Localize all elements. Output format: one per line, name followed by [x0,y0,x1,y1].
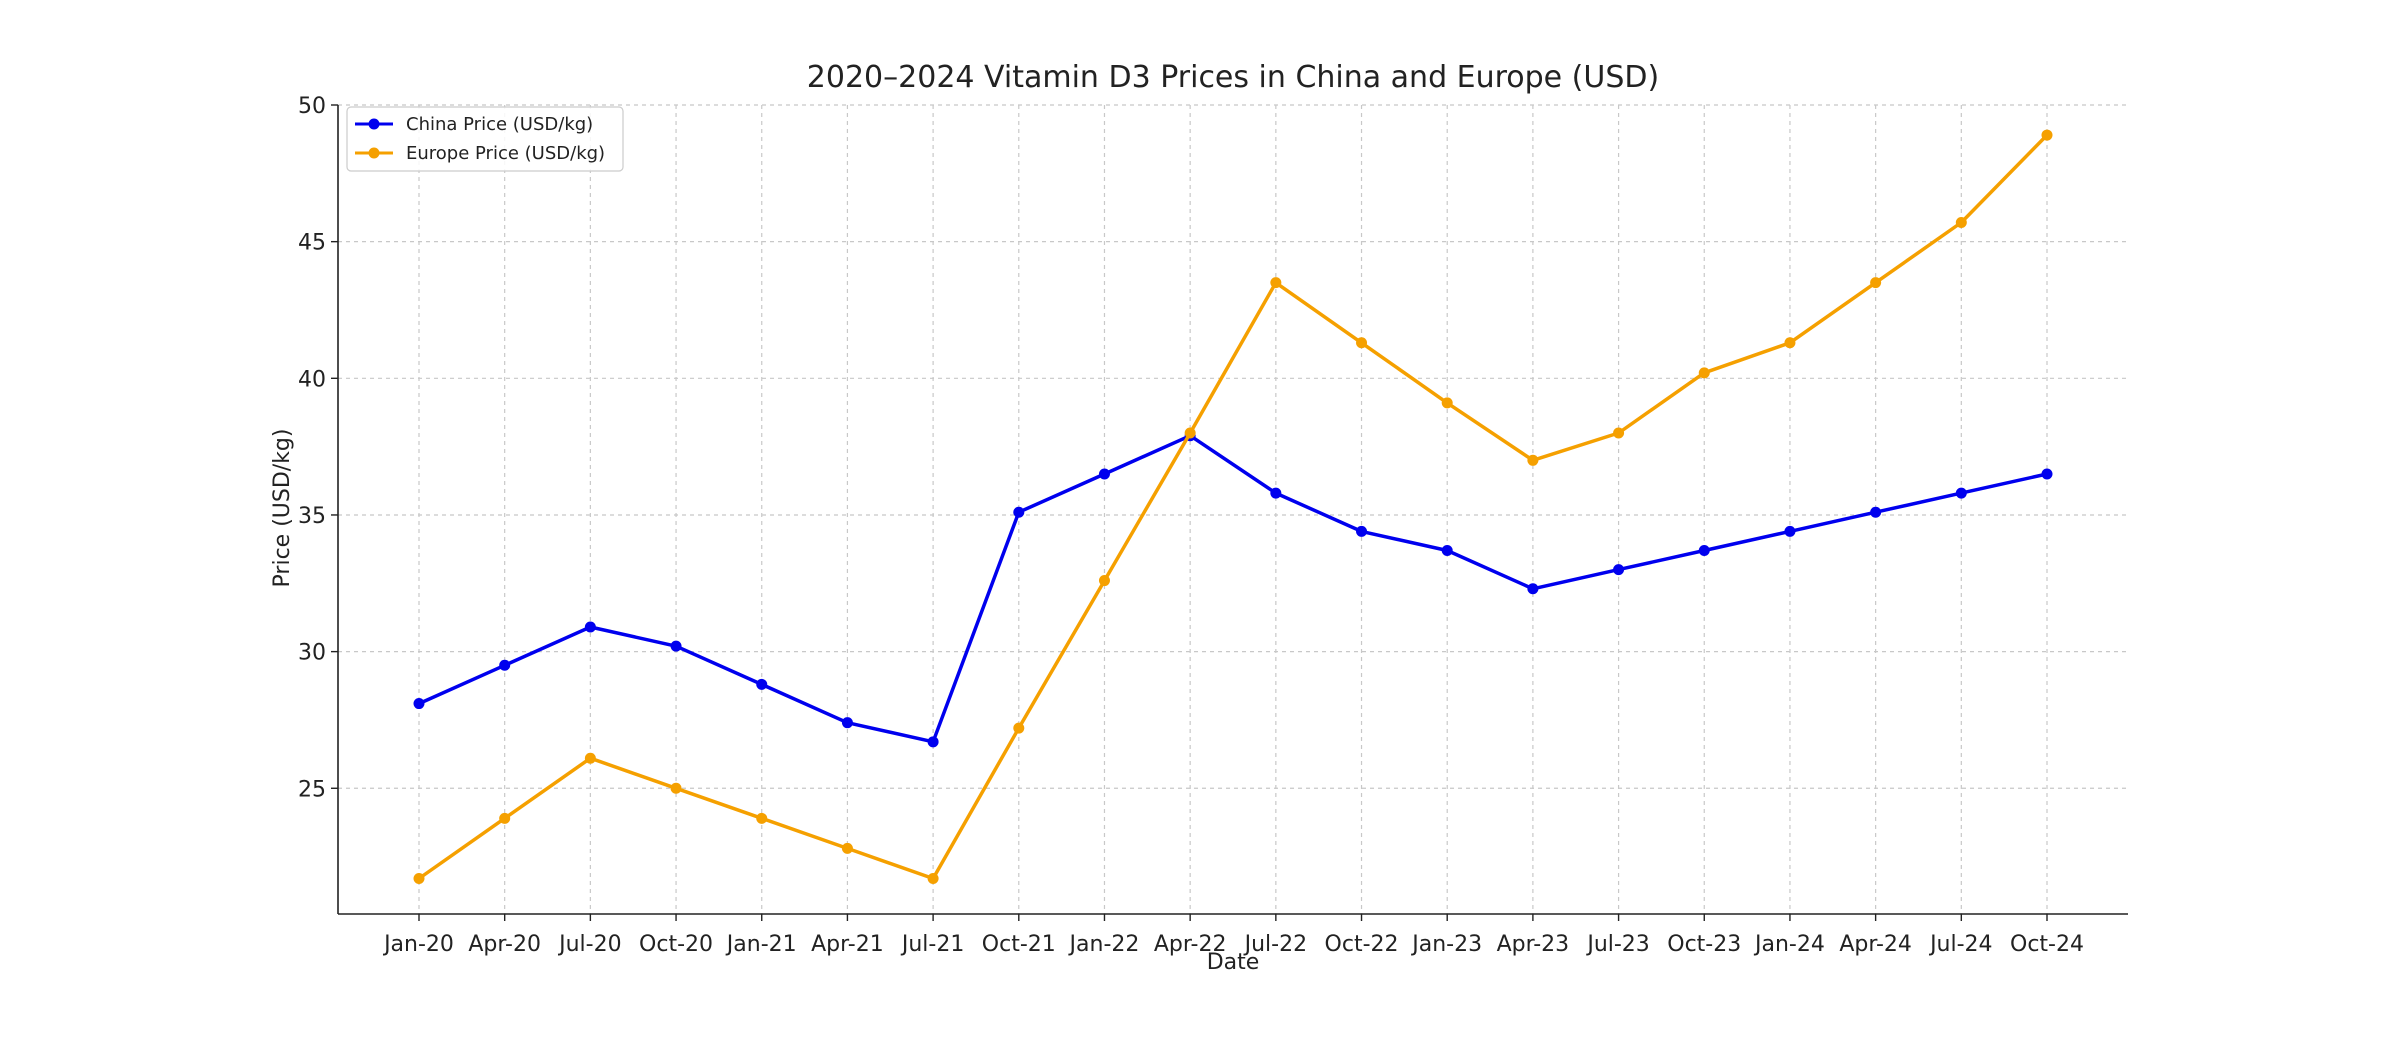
x-tick-label: Jan-22 [1068,932,1140,957]
europe-price-point [1441,397,1453,409]
europe-price-point [670,782,682,794]
x-tick-label: Oct-24 [2010,932,2084,957]
legend-frame [346,106,624,172]
x-tick-label: Apr-24 [1839,932,1912,957]
legend-china-marker [368,118,380,130]
europe-price-point [1184,427,1196,439]
y-tick-label: 35 [298,504,326,529]
series-layer [413,129,2053,884]
europe-price-point [1870,277,1882,289]
europe-price-point [1013,722,1025,734]
europe-price-point [1270,277,1282,289]
china-price-point [756,678,768,690]
china-price-point [1613,564,1625,576]
x-tick-label: Jan-20 [382,932,454,957]
x-tick-label: Apr-23 [1497,932,1570,957]
x-tick-label: Apr-22 [1154,932,1227,957]
china-price-point [2041,468,2053,480]
china-price-point [1013,506,1025,518]
china-price-point [1270,487,1282,499]
china-price-point [1784,525,1796,537]
legend-europe-label: Europe Price (USD/kg) [406,143,605,164]
china-price-point [499,659,511,671]
legend-europe-marker [368,147,380,159]
europe-price-point [1527,454,1539,466]
x-tick-label: Jul-20 [557,932,621,957]
x-tick-label: Jan-23 [1410,932,1482,957]
china-price-point [413,698,425,710]
x-tick-label: Jan-24 [1753,932,1825,957]
legend-china-label: China Price (USD/kg) [406,114,593,135]
x-tick-label: Apr-20 [468,932,541,957]
europe-price-point [1784,337,1796,349]
china-price-point [1441,544,1453,556]
china-price-point [670,640,682,652]
europe-price-point [756,812,768,824]
china-price-point [1955,487,1967,499]
legend: China Price (USD/kg) Europe Price (USD/k… [346,106,624,172]
x-tick-label: Jul-24 [1928,932,1992,957]
europe-price-point [1356,337,1368,349]
x-axis-title: Date [1207,950,1260,975]
china-price-point [1870,506,1882,518]
grid-layer [338,104,2128,914]
china-price-point [584,621,596,633]
x-tick-label: Apr-21 [811,932,884,957]
x-tick-label: Oct-20 [639,932,713,957]
x-tick-label: Jul-22 [1243,932,1307,957]
x-tick-label: Oct-22 [1325,932,1399,957]
x-tick-label: Jan-21 [725,932,797,957]
europe-price-point [1098,575,1110,587]
x-tick-label: Jul-21 [900,932,964,957]
y-tick-label: 25 [298,777,326,802]
china-price-point [1356,525,1368,537]
europe-price-point [499,812,511,824]
labels-layer: 2020–2024 Vitamin D3 Prices in China and… [270,60,1659,975]
y-tick-label: 50 [298,94,326,119]
europe-price-point [927,872,939,884]
chart-title: 2020–2024 Vitamin D3 Prices in China and… [807,60,1659,95]
x-tick-label: Oct-21 [982,932,1056,957]
china-price-point [927,736,939,748]
china-price-point [1527,583,1539,595]
europe-price-point [1955,217,1967,229]
europe-price-line [417,133,2049,881]
axes-layer: Jan-20 Apr-20 Jul-20 Oct-20 Jan-21 Apr-21 Jul-… [298,94,2128,957]
europe-price-point [2041,129,2053,141]
china-price-point [841,717,853,729]
europe-price-point [841,842,853,854]
china-price-point [1698,544,1710,556]
y-tick-label: 45 [298,231,326,256]
y-tick-label: 40 [298,367,326,392]
x-tick-label: Oct-23 [1667,932,1741,957]
europe-price-point [1698,367,1710,379]
europe-price-point [584,752,596,764]
europe-price-point [413,872,425,884]
y-axis-title: Price (USD/kg) [270,429,295,588]
europe-price-point [1613,427,1625,439]
china-price-line [417,433,2049,744]
x-tick-label: Jul-23 [1585,932,1649,957]
china-price-point [1098,468,1110,480]
y-tick-label: 30 [298,641,326,666]
